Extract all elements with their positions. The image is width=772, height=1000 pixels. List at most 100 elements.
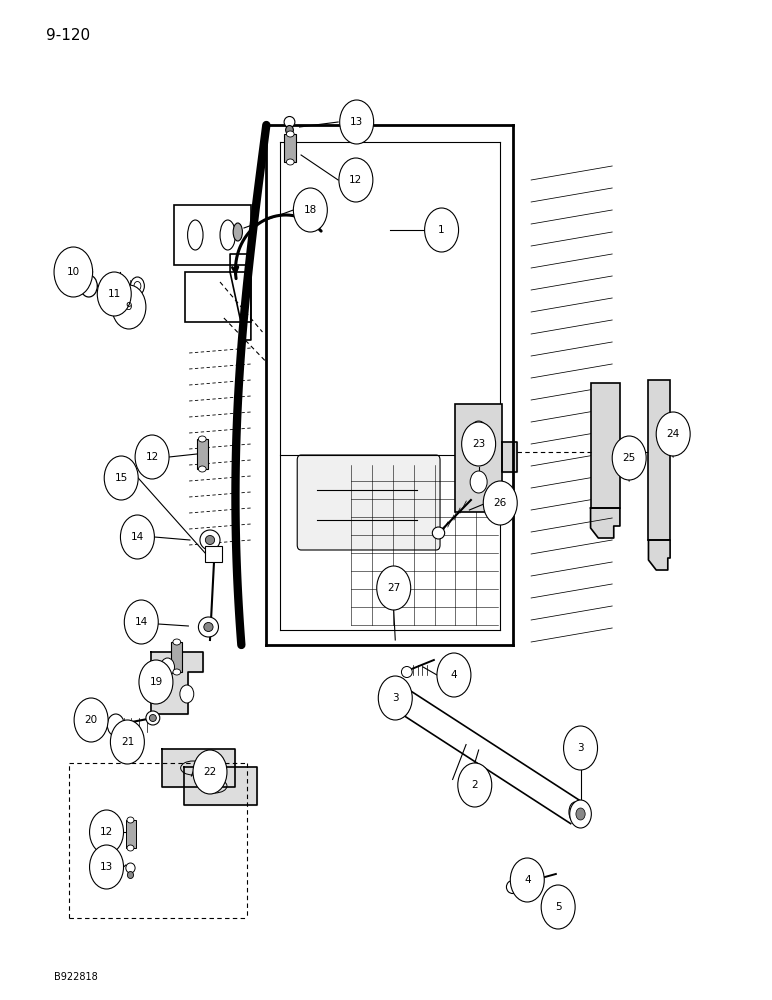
Circle shape [110,720,144,764]
Text: 19: 19 [149,677,163,687]
Circle shape [470,421,487,443]
Ellipse shape [126,863,135,873]
FancyBboxPatch shape [171,642,182,672]
Text: 2: 2 [472,780,478,790]
Text: 12: 12 [349,175,363,185]
Polygon shape [151,652,203,714]
Circle shape [541,885,575,929]
Ellipse shape [150,714,156,722]
Circle shape [54,247,93,297]
Text: 12: 12 [145,452,159,462]
Circle shape [510,858,544,902]
Polygon shape [162,749,235,787]
Text: 21: 21 [120,737,134,747]
Circle shape [293,188,327,232]
Circle shape [576,808,585,820]
Ellipse shape [127,871,134,879]
Ellipse shape [205,536,215,544]
FancyBboxPatch shape [297,455,440,550]
Text: 9: 9 [126,302,132,312]
Circle shape [180,685,194,703]
Circle shape [377,566,411,610]
Circle shape [483,481,517,525]
Circle shape [612,436,646,480]
FancyBboxPatch shape [174,205,251,265]
Ellipse shape [173,639,181,645]
Text: 15: 15 [114,473,128,483]
Text: 10: 10 [66,267,80,277]
Ellipse shape [198,617,218,637]
Circle shape [135,435,169,479]
Text: 23: 23 [472,439,486,449]
FancyBboxPatch shape [205,546,222,562]
Circle shape [462,422,496,466]
Circle shape [124,600,158,644]
FancyBboxPatch shape [591,383,620,508]
Ellipse shape [200,530,220,550]
Text: 1: 1 [438,225,445,235]
Circle shape [425,208,459,252]
Ellipse shape [284,116,295,127]
Ellipse shape [127,817,134,823]
FancyBboxPatch shape [185,272,251,322]
Text: 24: 24 [666,429,680,439]
Circle shape [104,456,138,500]
Text: 4: 4 [524,875,530,885]
Ellipse shape [233,223,242,241]
FancyBboxPatch shape [648,380,670,540]
Ellipse shape [286,125,293,134]
Polygon shape [648,540,670,570]
Circle shape [90,810,124,854]
Polygon shape [591,508,620,538]
Ellipse shape [198,436,206,442]
Ellipse shape [553,896,567,910]
FancyBboxPatch shape [455,404,502,512]
Circle shape [340,100,374,144]
Circle shape [97,272,131,316]
Text: 27: 27 [387,583,401,593]
Ellipse shape [107,714,124,736]
Text: B922818: B922818 [54,972,98,982]
Text: 3: 3 [577,743,584,753]
Circle shape [112,285,146,329]
Ellipse shape [286,159,294,165]
Circle shape [193,750,227,794]
Circle shape [139,660,173,704]
Text: 3: 3 [392,693,398,703]
Circle shape [437,653,471,697]
Text: 14: 14 [134,617,148,627]
Text: 18: 18 [303,205,317,215]
Ellipse shape [173,669,181,675]
Polygon shape [502,442,517,472]
Text: 13: 13 [100,862,113,872]
Ellipse shape [146,711,160,725]
Text: 26: 26 [493,498,507,508]
Circle shape [656,412,690,456]
Ellipse shape [127,845,134,851]
Ellipse shape [204,622,213,632]
Ellipse shape [286,131,294,137]
Text: 13: 13 [350,117,364,127]
FancyBboxPatch shape [284,134,296,162]
FancyBboxPatch shape [197,439,208,469]
Text: 4: 4 [451,670,457,680]
Ellipse shape [506,880,519,894]
Ellipse shape [432,527,445,539]
Text: 5: 5 [555,902,561,912]
Polygon shape [184,767,257,805]
Ellipse shape [401,666,412,678]
Text: 11: 11 [107,289,121,299]
Text: 12: 12 [100,827,113,837]
Circle shape [470,471,487,493]
Circle shape [570,800,591,828]
Text: 20: 20 [84,715,98,725]
Ellipse shape [569,802,581,822]
Circle shape [161,658,174,676]
Circle shape [74,698,108,742]
Circle shape [90,845,124,889]
Circle shape [564,726,598,770]
Circle shape [378,676,412,720]
Ellipse shape [198,466,206,472]
Text: 14: 14 [130,532,144,542]
Circle shape [339,158,373,202]
